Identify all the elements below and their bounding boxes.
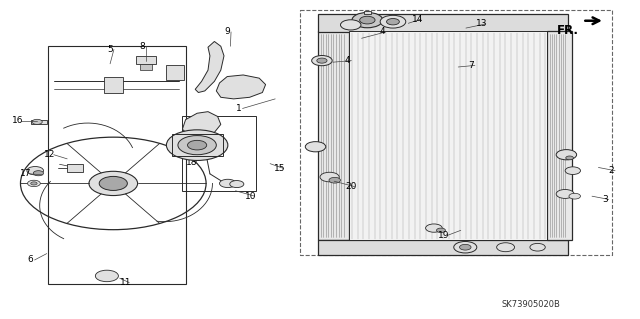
Bar xyxy=(166,65,184,80)
Text: 8: 8 xyxy=(140,42,145,51)
Bar xyxy=(547,31,572,240)
Text: 14: 14 xyxy=(412,15,423,24)
Text: 13: 13 xyxy=(476,19,488,28)
Text: 11: 11 xyxy=(120,278,131,287)
Text: 4: 4 xyxy=(345,56,350,65)
Circle shape xyxy=(380,15,406,28)
Circle shape xyxy=(569,193,580,199)
Polygon shape xyxy=(447,54,475,73)
Circle shape xyxy=(436,228,445,233)
Circle shape xyxy=(220,179,236,188)
Text: 16: 16 xyxy=(12,116,23,125)
Polygon shape xyxy=(182,112,221,137)
Text: 1: 1 xyxy=(236,104,241,113)
Circle shape xyxy=(426,224,442,232)
Bar xyxy=(48,46,186,284)
Bar xyxy=(136,56,156,64)
Circle shape xyxy=(329,177,340,183)
Circle shape xyxy=(497,243,515,252)
Text: 12: 12 xyxy=(44,150,56,159)
Bar xyxy=(172,134,223,156)
Text: 7: 7 xyxy=(468,61,474,70)
Text: FR.: FR. xyxy=(557,24,579,37)
Text: 18: 18 xyxy=(186,158,198,167)
Text: 9: 9 xyxy=(225,27,230,36)
Circle shape xyxy=(99,176,127,190)
Text: 15: 15 xyxy=(274,164,285,173)
Text: SK73905020B: SK73905020B xyxy=(502,300,561,309)
Text: 17: 17 xyxy=(20,169,31,178)
Bar xyxy=(182,116,256,191)
Circle shape xyxy=(317,58,327,63)
Bar xyxy=(140,64,152,70)
Circle shape xyxy=(166,130,228,160)
Circle shape xyxy=(95,270,118,282)
Text: 6: 6 xyxy=(28,256,33,264)
Circle shape xyxy=(387,19,399,25)
Circle shape xyxy=(305,142,326,152)
Polygon shape xyxy=(195,41,224,93)
Circle shape xyxy=(566,156,573,160)
Circle shape xyxy=(454,241,477,253)
Circle shape xyxy=(33,171,44,176)
Circle shape xyxy=(556,150,577,160)
Bar xyxy=(318,14,568,32)
Text: 10: 10 xyxy=(245,192,257,201)
Circle shape xyxy=(340,20,361,30)
Text: 19: 19 xyxy=(438,231,449,240)
Text: 2: 2 xyxy=(609,166,614,175)
Bar xyxy=(349,31,547,240)
Circle shape xyxy=(556,189,574,198)
Text: 4: 4 xyxy=(380,27,385,36)
Circle shape xyxy=(89,171,138,196)
Circle shape xyxy=(188,140,207,150)
Circle shape xyxy=(360,16,375,24)
Polygon shape xyxy=(216,75,266,99)
Bar xyxy=(318,31,349,240)
Circle shape xyxy=(460,244,471,250)
Text: 20: 20 xyxy=(345,182,356,191)
Circle shape xyxy=(28,180,40,187)
Circle shape xyxy=(565,167,580,174)
Circle shape xyxy=(27,167,44,175)
Circle shape xyxy=(32,119,42,124)
Text: 3: 3 xyxy=(602,195,607,204)
Circle shape xyxy=(178,136,216,155)
Circle shape xyxy=(312,56,332,66)
Text: 5: 5 xyxy=(108,45,113,54)
Bar xyxy=(300,10,612,255)
Circle shape xyxy=(230,181,244,188)
Circle shape xyxy=(320,172,339,182)
Bar xyxy=(349,31,547,240)
Circle shape xyxy=(352,12,383,28)
Bar xyxy=(364,11,371,14)
Bar xyxy=(104,77,123,93)
Bar xyxy=(67,164,83,172)
Bar xyxy=(318,240,568,255)
Circle shape xyxy=(530,243,545,251)
Circle shape xyxy=(31,182,37,185)
Bar xyxy=(31,120,47,124)
